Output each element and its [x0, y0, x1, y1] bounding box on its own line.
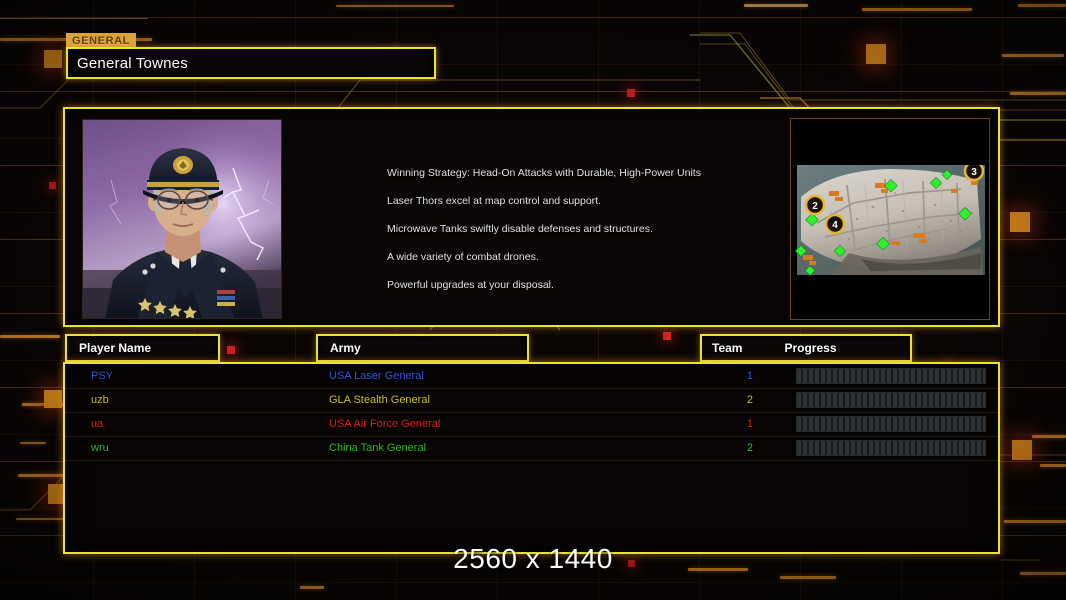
column-header-army[interactable]: Army	[316, 334, 529, 362]
table-row[interactable]: ua USA Air Force General 1	[65, 412, 998, 436]
progress-bar	[796, 416, 986, 432]
strategy-line: Microwave Tanks swiftly disable defenses…	[387, 223, 653, 235]
player-army: GLA Stealth General	[329, 394, 430, 406]
row-divider	[65, 388, 998, 389]
column-header-label: Progress	[784, 341, 837, 355]
column-header-label: Team	[712, 341, 743, 355]
svg-text:4: 4	[832, 220, 838, 231]
row-divider	[65, 460, 998, 461]
player-team: 1	[746, 418, 753, 430]
row-divider	[65, 436, 998, 437]
player-team: 2	[746, 394, 753, 406]
progress-bar	[796, 440, 986, 456]
general-name-field[interactable]: General Townes	[66, 47, 436, 79]
strategy-line: Laser Thors excel at map control and sup…	[387, 195, 602, 207]
general-label-tab: GENERAL	[66, 33, 136, 49]
progress-bar	[796, 392, 986, 408]
table-row[interactable]: uzb GLA Stealth General 2	[65, 388, 998, 412]
player-name: uzb	[91, 394, 109, 406]
general-name-value: General Townes	[77, 54, 188, 72]
column-header-player-name[interactable]: Player Name	[65, 334, 220, 362]
strategy-line: A wide variety of combat drones.	[387, 251, 539, 263]
column-header-team-progress[interactable]: Team Progress	[700, 334, 912, 362]
progress-bar	[796, 368, 986, 384]
player-team: 2	[746, 442, 753, 454]
svg-text:3: 3	[971, 167, 977, 178]
table-row[interactable]: PSY USA Laser General 1	[65, 364, 998, 388]
svg-text:2: 2	[812, 201, 818, 212]
player-name: PSY	[91, 370, 114, 382]
table-row[interactable]: wru China Tank General 2	[65, 436, 998, 460]
player-army: USA Air Force General	[329, 418, 441, 430]
strategy-line: Powerful upgrades at your disposal.	[387, 279, 554, 291]
column-header-label: Player Name	[79, 341, 152, 355]
row-divider	[65, 412, 998, 413]
strategy-text-block: Winning Strategy: Head-On Attacks with D…	[387, 167, 787, 291]
general-portrait	[82, 119, 282, 319]
minimap[interactable]: 1 3 2 4	[790, 118, 990, 320]
general-info-panel: Winning Strategy: Head-On Attacks with D…	[63, 107, 1000, 327]
player-team: 1	[746, 370, 753, 382]
player-army: China Tank General	[329, 442, 427, 454]
player-army: USA Laser General	[329, 370, 424, 382]
player-list-panel: PSY USA Laser General 1 uzb GLA Stealth …	[63, 362, 1000, 554]
player-name: wru	[91, 442, 109, 454]
strategy-line: Winning Strategy: Head-On Attacks with D…	[387, 167, 701, 179]
column-header-label: Army	[330, 341, 361, 355]
player-name: ua	[91, 418, 104, 430]
